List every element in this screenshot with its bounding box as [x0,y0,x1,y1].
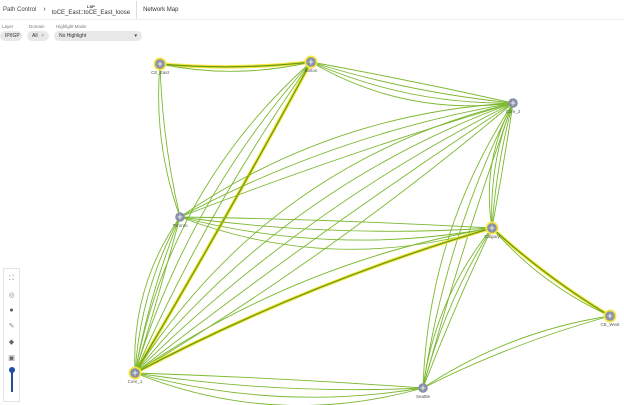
link-Toronto-Calgary[interactable] [179,216,493,241]
link-Core_2-Core_1[interactable] [134,102,514,374]
link-Bolton-Core_2[interactable] [310,61,514,104]
link-Calgary-CE_West[interactable] [491,227,611,317]
link-Core_1-Seattle[interactable] [134,372,424,391]
divider [136,0,138,19]
link-Core_2-Calgary[interactable] [491,102,514,229]
link-Core_2-Calgary[interactable] [491,102,514,229]
link-Core_1-Seattle[interactable] [134,372,424,389]
square-icon[interactable]: ▣ [8,355,15,362]
link-Core_2-Core_1[interactable] [134,102,514,374]
node-label: Toronto [172,223,188,228]
node-Calgary[interactable]: Calgary [484,221,500,240]
node-Seattle[interactable]: Seattle [416,383,431,399]
node-icon[interactable]: ● [9,307,14,314]
highlight-mode-label: Highlight Mode [56,24,87,29]
chevron-right-icon: › [43,6,46,13]
pin-icon[interactable]: ◆ [8,339,15,346]
link-Bolton-Core_1[interactable] [134,61,312,374]
chevron-down-icon: ▾ [41,33,44,39]
highlight-mode-select[interactable]: No Highlight ▾ [54,31,142,41]
lsp-name: toCE_East::toCE_East_loose [51,9,131,16]
zoom-icon[interactable]: ◎ [8,292,15,299]
link-CE_East-Toronto[interactable] [159,63,181,218]
link-CE_East-Toronto[interactable] [158,63,181,218]
link-Calgary-CE_West[interactable] [491,227,611,317]
node-Toronto[interactable]: Toronto [172,212,188,228]
link-CE_West-Seattle[interactable] [422,315,611,389]
layer-select[interactable]: IP/IGP [0,31,22,41]
link-Calgary-Core_1[interactable] [134,227,493,374]
breadcrumb-path-control[interactable]: Path Control [3,6,37,13]
domain-select[interactable]: All ▾ [27,31,49,41]
filters: Layer IP/IGP Domain All ▾ Highlight Mode … [0,24,142,41]
tab-network-map[interactable]: Network Map [143,6,179,13]
link-Toronto-Calgary[interactable] [179,216,493,229]
link-Calgary-Core_1[interactable] [134,227,493,374]
link-Toronto-Calgary[interactable] [179,216,493,250]
link-Core_2-Core_1[interactable] [134,102,514,374]
link-highlight [490,226,611,318]
map-toolbar: ⛶ ◎ ● ✎ ◆ ▣ [3,268,20,402]
node-label: Bolton [305,68,318,73]
link-Core_2-Core_1[interactable] [134,102,514,374]
link-Toronto-Core_1[interactable] [134,216,181,374]
node-label: CE_East [151,70,170,75]
header: Path Control › LSP toCE_East::toCE_East_… [0,0,624,20]
link-Core_2-Seattle[interactable] [422,102,514,389]
link-CE_East-Bolton[interactable] [159,61,312,68]
link-Bolton-Core_1[interactable] [134,61,312,374]
link-Toronto-Core_1[interactable] [134,216,181,374]
link-Core_2-Seattle[interactable] [422,102,514,389]
link-Core_2-Core_1[interactable] [134,102,514,374]
link-Core_2-Toronto[interactable] [179,102,514,218]
node-label: Seattle [416,394,431,399]
link-CE_West-Seattle[interactable] [422,315,611,389]
link-Core_1-Seattle[interactable] [134,372,424,398]
link-Calgary-Seattle[interactable] [422,227,493,389]
node-Core_1[interactable]: Core_1 [128,366,143,385]
domain-label: Domain [29,24,45,29]
link-Toronto-Calgary[interactable] [179,216,493,232]
link-Toronto-Core_1[interactable] [134,216,181,374]
link-Calgary-Seattle[interactable] [422,227,493,389]
layer-label: Layer [2,24,14,29]
fit-icon[interactable]: ⛶ [9,275,14,282]
node-Core_2[interactable]: Core_2 [506,98,521,114]
link-Bolton-Core_2[interactable] [310,61,514,104]
node-label: Core_1 [128,379,143,384]
link-Calgary-Seattle[interactable] [422,227,493,389]
domain-value: All [32,33,38,39]
lsp-selector[interactable]: LSP toCE_East::toCE_East_loose [52,4,130,16]
node-CE_West[interactable]: CE_West [601,309,621,328]
link-Bolton-Core_1[interactable] [134,61,312,374]
chevron-down-icon: ▾ [134,33,137,39]
layer-value: IP/IGP [5,33,20,39]
edit-link-icon[interactable]: ✎ [8,323,15,330]
node-label: Core_2 [506,109,521,114]
link-Core_2-Toronto[interactable] [179,102,514,218]
link-Bolton-Core_2[interactable] [310,61,514,104]
node-label: CE_West [601,322,621,327]
link-CE_East-Bolton[interactable] [159,61,312,72]
node-CE_East[interactable]: CE_East [151,57,170,76]
lsp-label: LSP [87,3,95,9]
link-Toronto-Core_1[interactable] [134,216,181,374]
link-Bolton-Core_1[interactable] [134,61,312,374]
link-Core_2-Toronto[interactable] [179,102,514,218]
highlight-mode-value: No Highlight [59,33,87,39]
zoom-slider[interactable] [8,367,15,392]
node-label: Calgary [484,234,500,239]
node-Bolton[interactable]: Bolton [304,55,318,74]
